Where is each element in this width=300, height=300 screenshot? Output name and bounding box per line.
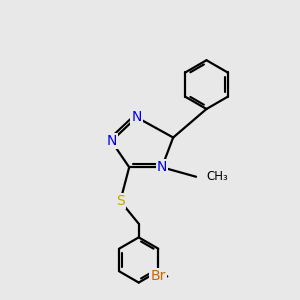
Text: CH₃: CH₃ bbox=[206, 170, 228, 183]
Text: S: S bbox=[116, 194, 125, 208]
Text: N: N bbox=[106, 134, 116, 148]
Text: N: N bbox=[131, 110, 142, 124]
Text: N: N bbox=[157, 160, 167, 174]
Text: Br: Br bbox=[150, 269, 166, 284]
